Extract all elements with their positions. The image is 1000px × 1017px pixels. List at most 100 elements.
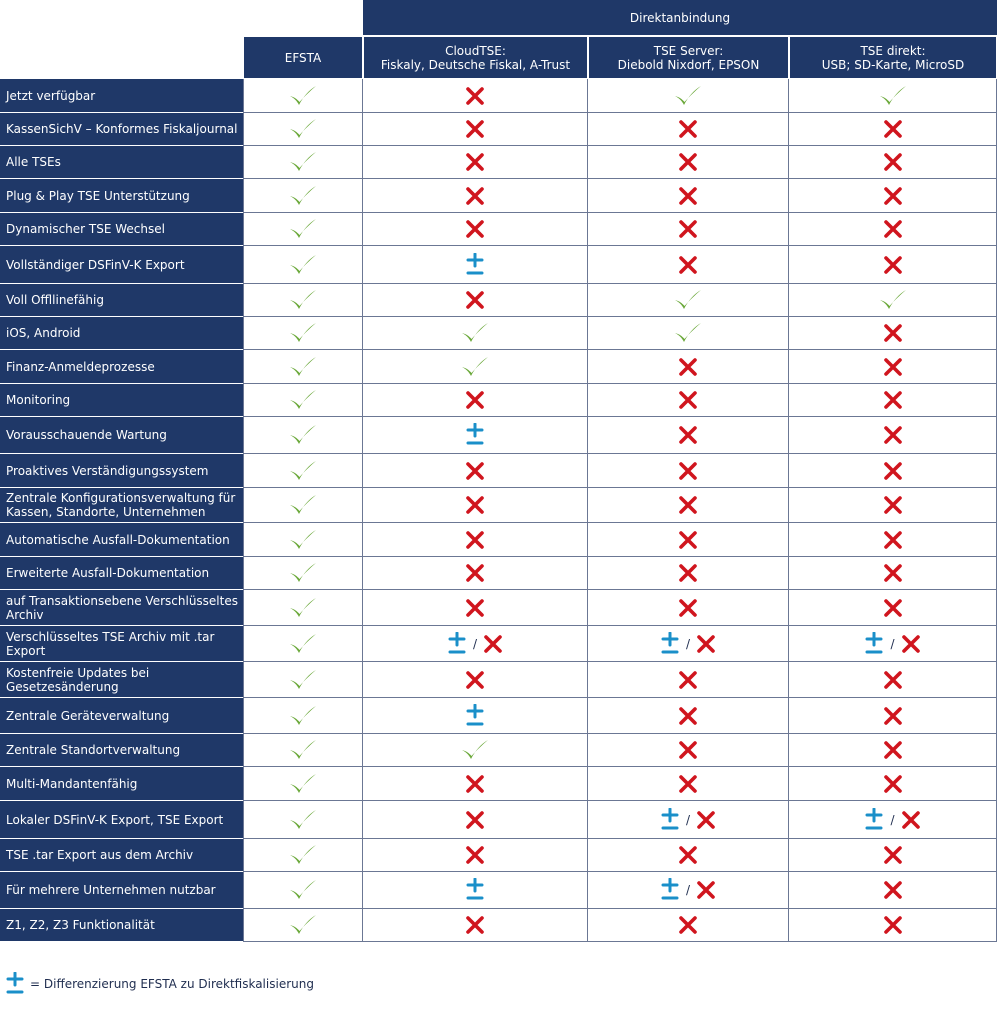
table-cell bbox=[588, 454, 789, 488]
cross-icon bbox=[679, 670, 697, 689]
table-cell bbox=[789, 839, 997, 872]
table-cell bbox=[588, 590, 789, 626]
cross-icon bbox=[883, 426, 902, 444]
table-cell bbox=[588, 734, 789, 767]
row-label: Verschlüsseltes TSE Archiv mit .tar Expo… bbox=[0, 626, 243, 662]
row-label-text: Zentrale Geräteverwaltung bbox=[6, 708, 170, 723]
table-cell: / bbox=[363, 626, 588, 662]
cross-icon bbox=[466, 291, 484, 309]
separator-slash: / bbox=[685, 636, 691, 651]
table-cell bbox=[789, 79, 997, 113]
direktanbindung-header: Direktanbindung bbox=[363, 0, 997, 35]
table-cell bbox=[789, 146, 997, 179]
table-cell: / bbox=[588, 801, 789, 839]
cross-icon bbox=[679, 741, 697, 759]
table-cell bbox=[789, 488, 997, 523]
table-cell bbox=[789, 590, 997, 626]
row-label: KassenSichV – Konformes Fiskaljournal bbox=[0, 113, 243, 146]
table-cell bbox=[363, 767, 588, 801]
cross-icon bbox=[883, 120, 902, 138]
cross-icon bbox=[466, 186, 484, 205]
table-cell bbox=[789, 213, 997, 246]
cross-icon bbox=[679, 916, 697, 934]
table-cell bbox=[588, 146, 789, 179]
column-header-tse-direkt: TSE direkt: USB; SD-Karte, MicroSD bbox=[790, 37, 996, 78]
cross-icon bbox=[883, 391, 902, 409]
table-cell bbox=[363, 590, 588, 626]
table-cell bbox=[588, 909, 789, 942]
cross-icon bbox=[466, 810, 484, 829]
cross-icon bbox=[679, 120, 697, 138]
cross-icon bbox=[484, 634, 502, 653]
cross-icon bbox=[883, 461, 902, 480]
row-label-text: Jetzt verfügbar bbox=[6, 88, 96, 103]
row-label-text: Z1, Z2, Z3 Funktionalität bbox=[6, 918, 155, 932]
check-icon bbox=[288, 562, 318, 584]
separator-slash: / bbox=[890, 812, 895, 827]
cross-icon bbox=[679, 461, 697, 480]
table-cell bbox=[243, 839, 363, 872]
check-icon bbox=[288, 914, 318, 936]
cross-icon bbox=[883, 670, 902, 689]
cross-icon bbox=[883, 846, 902, 864]
plus-minus-icon bbox=[661, 807, 679, 832]
check-icon bbox=[460, 356, 490, 378]
check-icon bbox=[288, 773, 318, 795]
cross-icon bbox=[466, 496, 484, 514]
table-cell bbox=[363, 698, 588, 734]
check-icon bbox=[878, 85, 908, 107]
table-cell bbox=[363, 79, 588, 113]
table-cell bbox=[588, 179, 789, 213]
table-cell bbox=[243, 246, 363, 284]
table-cell bbox=[588, 557, 789, 590]
column-header-line2: Fiskaly, Deutsche Fiskal, A-Trust bbox=[380, 57, 571, 72]
legend-text: = Differenzierung EFSTA zu Direktfiskali… bbox=[30, 977, 314, 991]
plus-minus-icon bbox=[448, 631, 466, 656]
row-label-text: Monitoring bbox=[6, 393, 71, 407]
row-label-text: Zentrale Standortverwaltung bbox=[6, 743, 181, 757]
table-cell bbox=[588, 662, 789, 698]
check-icon bbox=[288, 289, 318, 311]
check-icon bbox=[288, 705, 318, 727]
table-cell bbox=[363, 246, 588, 284]
cross-icon bbox=[466, 461, 484, 480]
row-label: auf Transaktionsebene Verschlüsseltes Ar… bbox=[0, 590, 243, 626]
cross-icon bbox=[679, 153, 697, 171]
cross-icon bbox=[697, 810, 715, 829]
check-icon bbox=[460, 322, 490, 344]
table-cell bbox=[789, 523, 997, 557]
column-header-line1: TSE Server: bbox=[653, 43, 724, 58]
cross-icon bbox=[679, 357, 697, 376]
table-cell bbox=[243, 626, 363, 662]
check-icon bbox=[288, 494, 318, 516]
table-cell bbox=[588, 113, 789, 146]
check-icon bbox=[288, 844, 318, 866]
row-label-text: Zentrale Konfigurationsverwaltung für Ka… bbox=[6, 491, 236, 519]
table-cell bbox=[363, 350, 588, 384]
table-cell bbox=[588, 284, 789, 317]
check-icon bbox=[288, 669, 318, 691]
check-icon bbox=[288, 322, 318, 344]
row-label: iOS, Android bbox=[0, 317, 243, 350]
row-label: Automatische Ausfall-Dokumentation bbox=[0, 523, 243, 557]
table-cell: / bbox=[789, 626, 997, 662]
table-cell bbox=[588, 488, 789, 523]
check-icon bbox=[288, 597, 318, 619]
row-label-text: Für mehrere Unternehmen nutzbar bbox=[6, 883, 216, 897]
table-cell: / bbox=[789, 801, 997, 839]
table-cell bbox=[588, 317, 789, 350]
table-cell bbox=[588, 839, 789, 872]
cross-icon bbox=[883, 530, 902, 549]
column-header-line1: TSE direkt: bbox=[860, 43, 926, 58]
table-cell bbox=[363, 523, 588, 557]
row-label: Vorausschauende Wartung bbox=[0, 417, 243, 454]
table-cell bbox=[789, 767, 997, 801]
cross-icon bbox=[466, 391, 484, 409]
cross-icon bbox=[883, 186, 902, 205]
row-label: Monitoring bbox=[0, 384, 243, 417]
table-cell bbox=[243, 384, 363, 417]
table-cell bbox=[243, 146, 363, 179]
cross-icon bbox=[466, 670, 484, 689]
table-cell bbox=[243, 909, 363, 942]
column-header-cloudtse: CloudTSE: Fiskaly, Deutsche Fiskal, A-Tr… bbox=[364, 37, 587, 78]
